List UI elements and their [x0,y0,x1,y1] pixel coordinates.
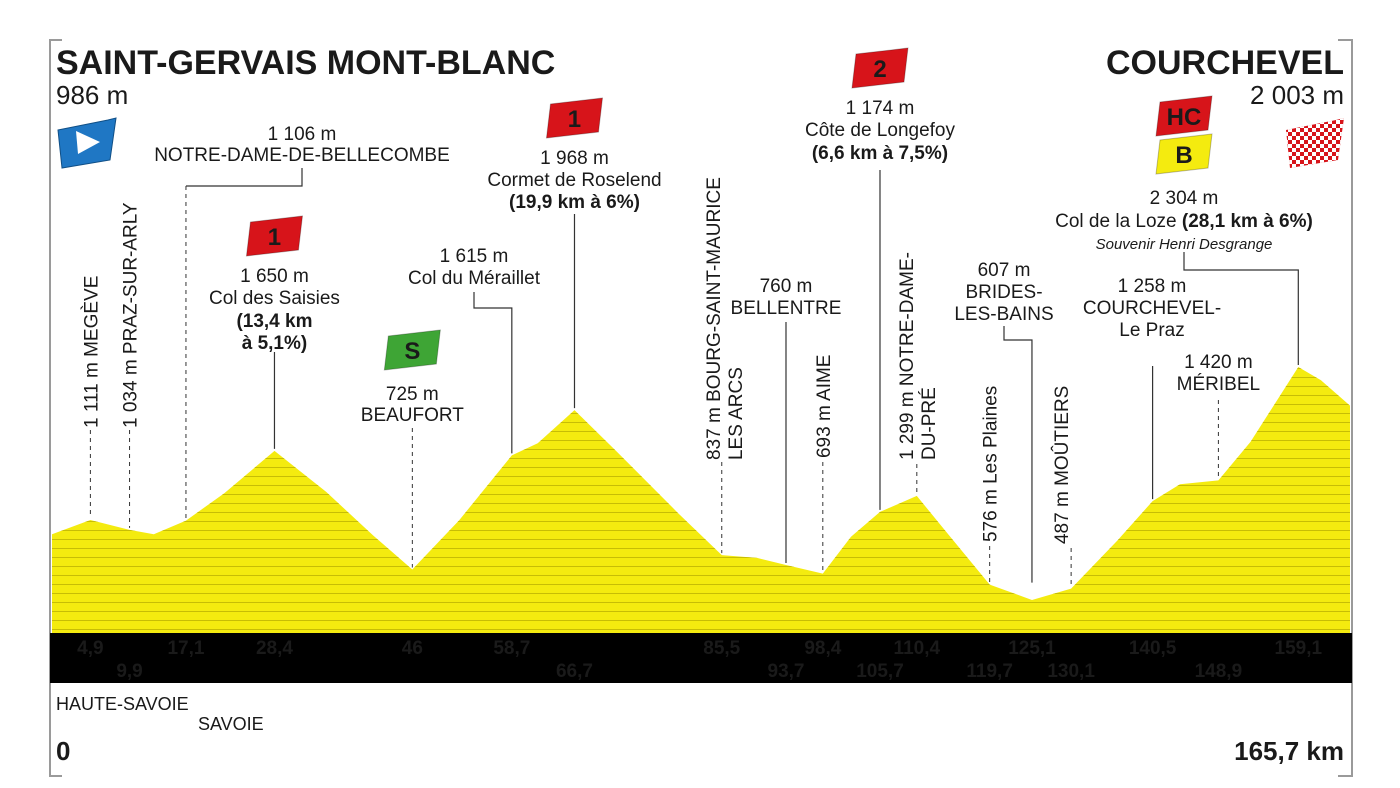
km-label-7: 85,5 [703,638,740,659]
waypoint-brides-line [1003,326,1033,583]
waypoint-le-praz-alt: 1 258 m [1118,276,1187,297]
waypoint-longefoy-name: Côte de Longefoy [805,120,956,141]
region-savoie: SAVOIE [198,714,264,734]
waypoint-roselend-detail: (19,9 km à 6%) [509,192,640,213]
finish-title: COURCHEVEL [1106,44,1344,82]
cat-badge-roselend: 1 [545,97,604,139]
waypoint-saisies-detail-2: à 5,1%) [242,333,307,354]
cat-badge-saisies: 1 [245,215,304,257]
km-label-3: 28,4 [256,638,293,659]
region-haute-savoie: HAUTE-SAVOIE [56,694,189,714]
waypoint-saisies-detail-1: (13,4 km [236,311,312,332]
waypoint-ndp-name: 1 299 m NOTRE-DAME- [897,252,918,460]
waypoint-saisies-alt: 1 650 m [240,266,309,287]
waypoint-roselend-name: Cormet de Roselend [487,170,661,191]
cat-badge-loze: HC [1155,95,1213,137]
sprint-badge-beaufort: S [383,329,441,371]
km-label-4: 46 [402,638,423,659]
km-label-5: 58,7 [493,638,530,659]
waypoint-beaufort-alt: 725 m [386,384,439,405]
km-label-17: 159,1 [1275,638,1323,659]
waypoint-leader-lines [89,168,1299,587]
waypoint-bellecombe-elbow [185,168,303,187]
waypoint-ndp-name2: DU-PRÉ [919,387,940,460]
waypoint-brides-name: BRIDES- [965,282,1042,303]
cat-badge-longefoy: 2 [851,47,909,89]
waypoint-loze-name-plain: Col de la Loze [1055,211,1182,232]
waypoint-les-plaines-label: 576 m Les Plaines [981,386,1002,542]
distance-total: 165,7 km [1234,736,1344,766]
km-label-9: 98,4 [804,638,841,659]
profile-stripes [52,367,1350,633]
km-label-15: 140,5 [1129,638,1177,659]
sprint-badge-beaufort-text: S [404,338,420,365]
waypoint-beaufort-name: BEAUFORT [361,405,465,426]
waypoint-loze-alt: 2 304 m [1150,188,1219,209]
waypoint-loze-line [1183,252,1299,365]
waypoint-bellecombe-name: NOTRE-DAME-DE-BELLECOMBE [154,145,450,166]
km-band-labels: 4,9 9,9 17,1 28,4 46 58,7 66,7 85,5 93,798,4 105,… [77,638,1322,682]
bonus-badge-loze-shape [1155,133,1213,175]
waypoint-loze-detail: (28,1 km à 6%) [1182,211,1313,232]
start-altitude: 986 m [56,80,128,110]
sprint-badge-beaufort-shape [383,329,441,371]
waypoint-aime-label: 693 m AIME [814,355,835,459]
km-label-14: 130,1 [1047,661,1095,682]
km-label-0: 4,9 [77,638,103,659]
distance-start: 0 [56,736,70,766]
waypoint-praz-sur-arly-label: 1 034 m PRAZ-SUR-ARLY [121,202,142,428]
waypoint-bourg-name: 837 m BOURG-SAINT-MAURICE [704,177,725,460]
start-title: SAINT-GERVAIS MONT-BLANC [56,44,555,82]
cat-badge-longefoy-shape [851,47,909,89]
elevation-area [52,367,1350,633]
waypoint-longefoy-detail: (6,6 km à 7,5%) [812,143,948,164]
km-label-10: 105,7 [856,661,904,682]
km-label-11: 110,4 [894,638,941,659]
waypoint-meribel-name: MÉRIBEL [1177,374,1260,395]
start-flag-icon [57,117,117,169]
bonus-badge-loze-text: B [1175,142,1192,169]
cat-badge-saisies-shape [245,215,304,257]
waypoint-meraillet-line [473,292,513,454]
frame-border [49,39,1353,777]
km-label-12: 119,7 [966,661,1013,682]
km-label-16: 148,9 [1195,661,1243,682]
waypoint-longefoy-alt: 1 174 m [846,98,915,119]
cat-badge-roselend-shape [545,97,604,139]
waypoint-moutiers-label: 487 m MOÛTIERS [1051,386,1073,544]
waypoint-meraillet-name: Col du Méraillet [408,268,541,289]
bonus-badge-loze: B [1155,133,1213,175]
waypoint-bellecombe-alt: 1 106 m [268,124,337,145]
waypoint-bellentre-name: BELLENTRE [731,298,842,319]
waypoint-brides-name2: LES-BAINS [954,304,1053,325]
km-band [50,633,1352,683]
finish-altitude: 2 003 m [1250,80,1344,110]
cat-badge-longefoy-text: 2 [873,56,886,83]
waypoint-le-praz-name: COURCHEVEL- [1083,298,1221,319]
cat-badge-roselend-text: 1 [568,106,581,133]
km-label-1: 9,9 [116,661,142,682]
km-label-13: 125,1 [1008,638,1056,659]
km-label-2: 17,1 [167,638,204,659]
cat-badge-saisies-text: 1 [268,224,281,251]
waypoint-brides-alt: 607 m [978,260,1031,281]
waypoint-megeve-label: 1 111 m MEGÈVE [81,276,102,428]
waypoint-bellentre-alt: 760 m [760,276,813,297]
waypoint-meraillet-alt: 1 615 m [440,246,509,267]
waypoint-bourg-name2: LES ARCS [726,367,747,460]
waypoint-loze-name: Col de la Loze (28,1 km à 6%) [1055,211,1313,232]
waypoint-labels: 1 111 m MEGÈVE 1 034 m PRAZ-SUR-ARLY 1 106… [81,47,1313,544]
waypoint-saisies-name: Col des Saisies [209,288,340,309]
km-label-8: 93,7 [768,661,805,682]
waypoint-roselend-alt: 1 968 m [540,148,609,169]
waypoint-meribel-alt: 1 420 m [1184,352,1253,373]
km-label-6: 66,7 [556,661,593,682]
cat-badge-loze-shape [1155,95,1213,137]
finish-flag-icon [1286,118,1344,168]
waypoint-loze-note: Souvenir Henri Desgrange [1096,236,1273,253]
cat-badge-loze-text: HC [1167,104,1202,131]
waypoint-le-praz-name2: Le Praz [1119,320,1184,341]
